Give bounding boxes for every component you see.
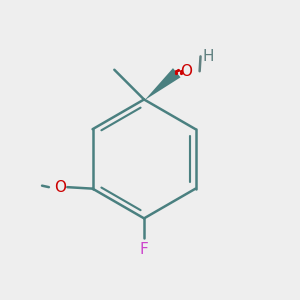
- Text: O: O: [180, 64, 192, 79]
- Text: F: F: [140, 242, 148, 257]
- Text: H: H: [202, 49, 214, 64]
- Text: O: O: [54, 180, 66, 195]
- Polygon shape: [145, 68, 181, 100]
